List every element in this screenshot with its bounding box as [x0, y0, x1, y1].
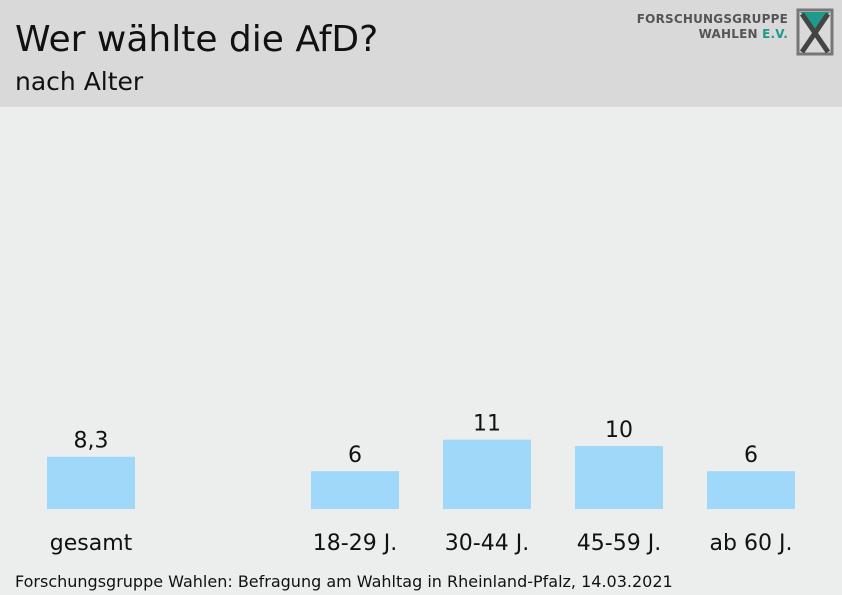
bar-1	[311, 471, 399, 509]
category-label-1: 18-29 J.	[313, 531, 397, 556]
category-label-3: 45-59 J.	[577, 531, 661, 556]
category-label-4: ab 60 J.	[710, 531, 793, 556]
value-label-1: 6	[348, 443, 362, 468]
header: Wer wählte die AfD? nach Alter FORSCHUNG…	[0, 0, 842, 107]
bar-4	[707, 471, 795, 509]
category-label-0: gesamt	[50, 531, 133, 556]
value-label-2: 11	[473, 412, 501, 437]
bar-0	[47, 456, 135, 509]
logo-text-line1: FORSCHUNGSGRUPPE	[636, 12, 788, 26]
logo-text-main: WAHLEN	[698, 27, 763, 41]
category-label-2: 30-44 J.	[445, 531, 529, 556]
chart-subtitle: nach Alter	[15, 67, 144, 96]
value-label-4: 6	[744, 443, 758, 468]
value-label-3: 10	[605, 418, 633, 443]
logo-text-accent: E.V.	[762, 27, 788, 41]
logo-x-icon	[796, 8, 834, 56]
logo: FORSCHUNGSGRUPPE WAHLEN E.V.	[636, 6, 836, 58]
logo-text-line2: WAHLEN E.V.	[699, 27, 788, 41]
source-note: Forschungsgruppe Wahlen: Befragung am Wa…	[15, 572, 673, 591]
bar-3	[575, 446, 663, 509]
bar-chart: 8,3 gesamt 6 18-29 J. 11 30-44 J. 10 45-59 J. 6 a…	[47, 412, 795, 556]
value-label-0: 8,3	[74, 429, 109, 454]
bar-2	[443, 439, 531, 509]
chart-title: Wer wählte die AfD?	[15, 19, 379, 60]
